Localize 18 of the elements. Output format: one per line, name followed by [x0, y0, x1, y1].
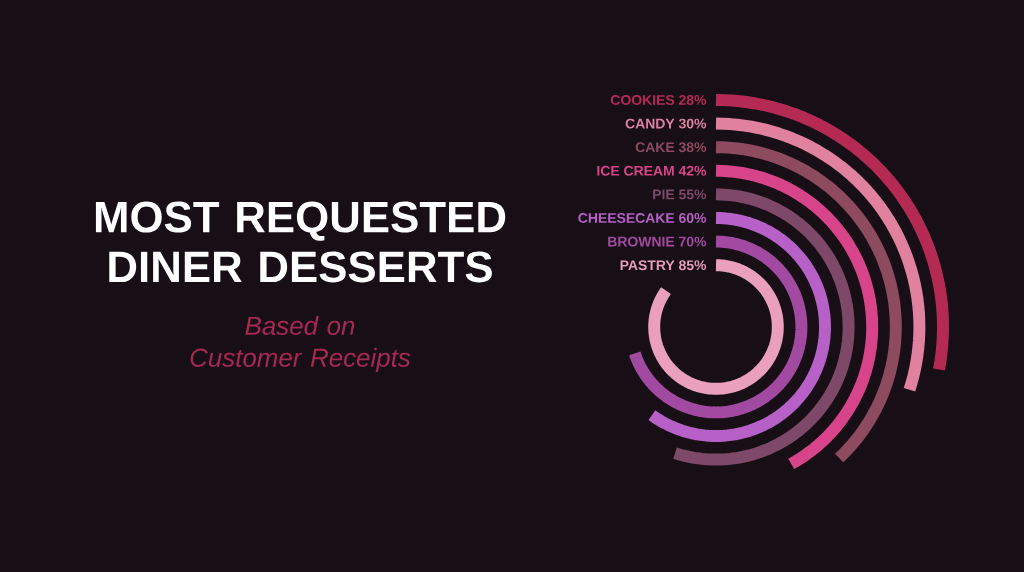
category-label: COOKIES	[610, 95, 675, 105]
data-label: 30%	[678, 118, 707, 129]
category-label: CANDY	[625, 118, 675, 129]
data-label: 42%	[678, 165, 707, 176]
text: Based on Customer Receipts	[190, 315, 411, 373]
category-label: ICE CREAM	[597, 165, 674, 176]
data-label: 85%	[679, 260, 707, 271]
category-label: PASTRY	[620, 260, 675, 271]
category-label: CAKE	[635, 142, 675, 153]
category-label: BROWNIE	[608, 236, 675, 247]
data-label: 60%	[679, 213, 707, 223]
category-label: PIE	[653, 189, 675, 200]
data-label: 28%	[679, 95, 707, 105]
data-label: 70%	[679, 236, 707, 247]
data-label: 55%	[678, 189, 707, 200]
category-label: CHEESECAKE	[578, 213, 675, 223]
text: MOST REQUESTED DINER DESSERTS	[95, 201, 506, 283]
data-label: 38%	[678, 142, 707, 153]
